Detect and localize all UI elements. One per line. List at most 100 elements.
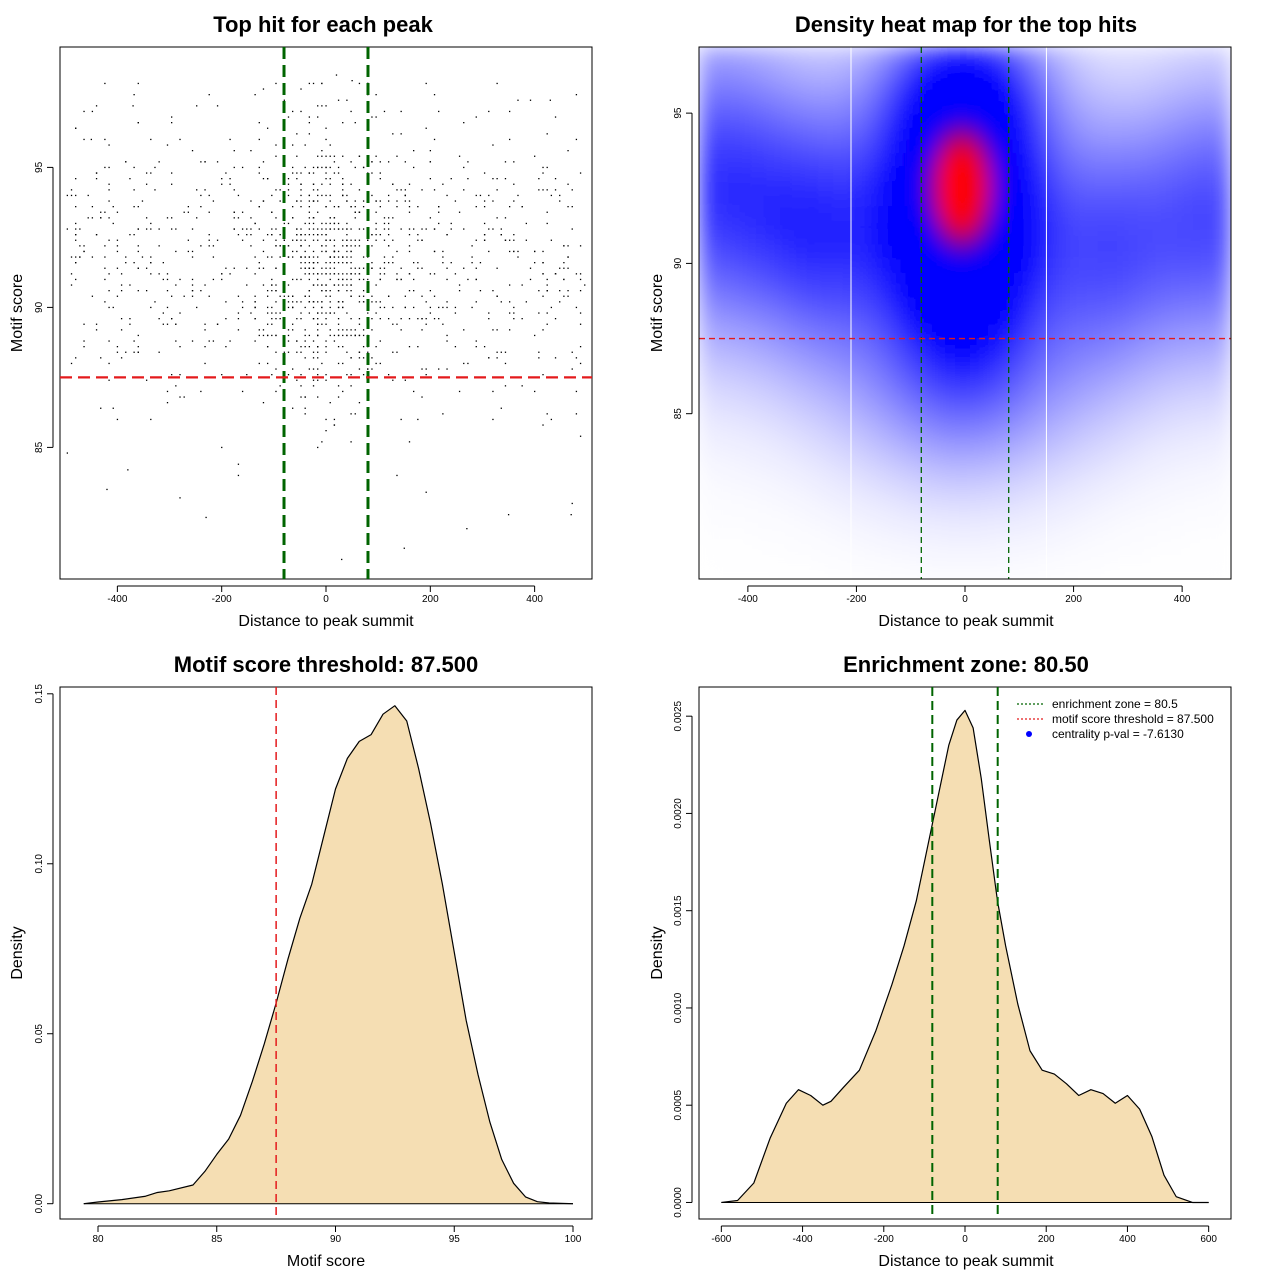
heat-cell bbox=[924, 565, 939, 579]
scatter-point bbox=[75, 178, 77, 180]
heat-cell bbox=[1031, 512, 1046, 527]
heat-cell bbox=[1177, 565, 1192, 579]
scatter-point bbox=[504, 385, 507, 387]
heat-cell bbox=[699, 432, 713, 447]
x-tick-label: 0 bbox=[323, 594, 329, 605]
scatter-point bbox=[191, 228, 194, 230]
scatter-point bbox=[337, 284, 340, 286]
heat-cell bbox=[964, 339, 979, 354]
heat-cell bbox=[1190, 418, 1205, 434]
scatter-point bbox=[433, 273, 436, 275]
scatter-point bbox=[221, 446, 223, 449]
heat-cell bbox=[725, 325, 740, 341]
scatter-point bbox=[171, 228, 173, 230]
scatter-point bbox=[392, 323, 394, 325]
heat-cell bbox=[1110, 512, 1126, 527]
heat-cell bbox=[858, 485, 873, 500]
scatter-point bbox=[496, 178, 498, 180]
scatter-point bbox=[271, 284, 273, 286]
scatter-point bbox=[229, 273, 231, 275]
y-tick-label: 0.0020 bbox=[673, 798, 684, 829]
heat-cell bbox=[1217, 565, 1231, 579]
scatter-point bbox=[133, 189, 135, 191]
scatter-point bbox=[300, 351, 302, 353]
heat-cell bbox=[791, 565, 806, 579]
heat-cell bbox=[1150, 339, 1165, 354]
heat-cell bbox=[791, 312, 806, 327]
heat-cell bbox=[924, 432, 939, 447]
scatter-point bbox=[475, 267, 477, 269]
heat-cell bbox=[1150, 259, 1165, 274]
scatter-point bbox=[191, 284, 194, 286]
heat-cell bbox=[1124, 392, 1139, 407]
scatter-point bbox=[404, 194, 406, 197]
scatter-point bbox=[225, 267, 227, 269]
scatter-point bbox=[250, 150, 252, 152]
scatter-point bbox=[342, 284, 344, 286]
heat-cell bbox=[1190, 179, 1205, 194]
heat-cell bbox=[991, 73, 1006, 88]
heat-cell bbox=[831, 285, 846, 301]
heat-cell bbox=[711, 139, 727, 154]
scatter-point bbox=[446, 368, 448, 370]
chart-title: Enrichment zone: 80.50 bbox=[843, 652, 1089, 677]
heat-cell bbox=[991, 365, 1006, 380]
scatter-point bbox=[329, 222, 331, 225]
x-tick-label: -600 bbox=[711, 1234, 731, 1245]
heat-cell bbox=[791, 126, 806, 141]
scatter-point bbox=[179, 278, 181, 281]
scatter-point bbox=[321, 166, 323, 169]
heat-cell bbox=[1070, 379, 1086, 394]
scatter-point bbox=[145, 183, 148, 185]
scatter-point bbox=[513, 312, 515, 314]
scatter-point bbox=[575, 306, 578, 309]
scatter-point bbox=[75, 222, 77, 225]
heat-cell bbox=[1150, 325, 1165, 341]
scatter-point bbox=[346, 239, 348, 241]
heat-cell bbox=[977, 299, 993, 314]
heat-cell bbox=[778, 246, 793, 261]
scatter-point bbox=[354, 273, 356, 275]
scatter-point bbox=[346, 200, 348, 202]
heat-cell bbox=[858, 246, 873, 261]
scatter-point bbox=[275, 334, 277, 337]
heat-cell bbox=[871, 551, 886, 567]
scatter-point bbox=[171, 183, 173, 185]
heat-cell bbox=[911, 59, 926, 75]
heat-cell bbox=[1017, 312, 1032, 327]
scatter-point bbox=[250, 228, 252, 230]
scatter-point bbox=[417, 267, 419, 269]
scatter-point bbox=[317, 357, 319, 359]
heat-cell bbox=[1164, 445, 1179, 460]
heat-cell bbox=[804, 73, 820, 88]
scatter-point bbox=[108, 200, 110, 202]
scatter-point bbox=[362, 334, 365, 337]
heat-cell bbox=[844, 525, 860, 540]
scatter-point bbox=[317, 318, 319, 320]
scatter-point bbox=[413, 290, 415, 292]
heat-cell bbox=[699, 392, 713, 407]
scatter-point bbox=[158, 351, 160, 353]
heat-cell bbox=[964, 551, 979, 567]
scatter-point bbox=[525, 222, 527, 225]
heat-cell bbox=[778, 365, 793, 380]
heat-cell bbox=[924, 498, 939, 513]
heat-cell bbox=[1110, 139, 1126, 154]
heat-cell bbox=[1177, 352, 1192, 367]
scatter-point bbox=[387, 161, 390, 163]
scatter-point bbox=[362, 301, 365, 303]
heat-cell bbox=[831, 139, 846, 154]
heat-cell bbox=[765, 418, 780, 434]
scatter-point bbox=[425, 374, 427, 376]
heat-cell bbox=[858, 325, 873, 341]
heat-cell bbox=[991, 179, 1006, 194]
heat-cell bbox=[765, 232, 780, 247]
heat-cell bbox=[765, 325, 780, 341]
scatter-point bbox=[496, 189, 498, 191]
heat-cell bbox=[738, 192, 753, 208]
heat-cell bbox=[977, 126, 993, 141]
heat-cell bbox=[924, 152, 939, 168]
heat-cell bbox=[1150, 73, 1165, 88]
heat-cell bbox=[711, 259, 727, 274]
scatter-point bbox=[158, 228, 160, 230]
